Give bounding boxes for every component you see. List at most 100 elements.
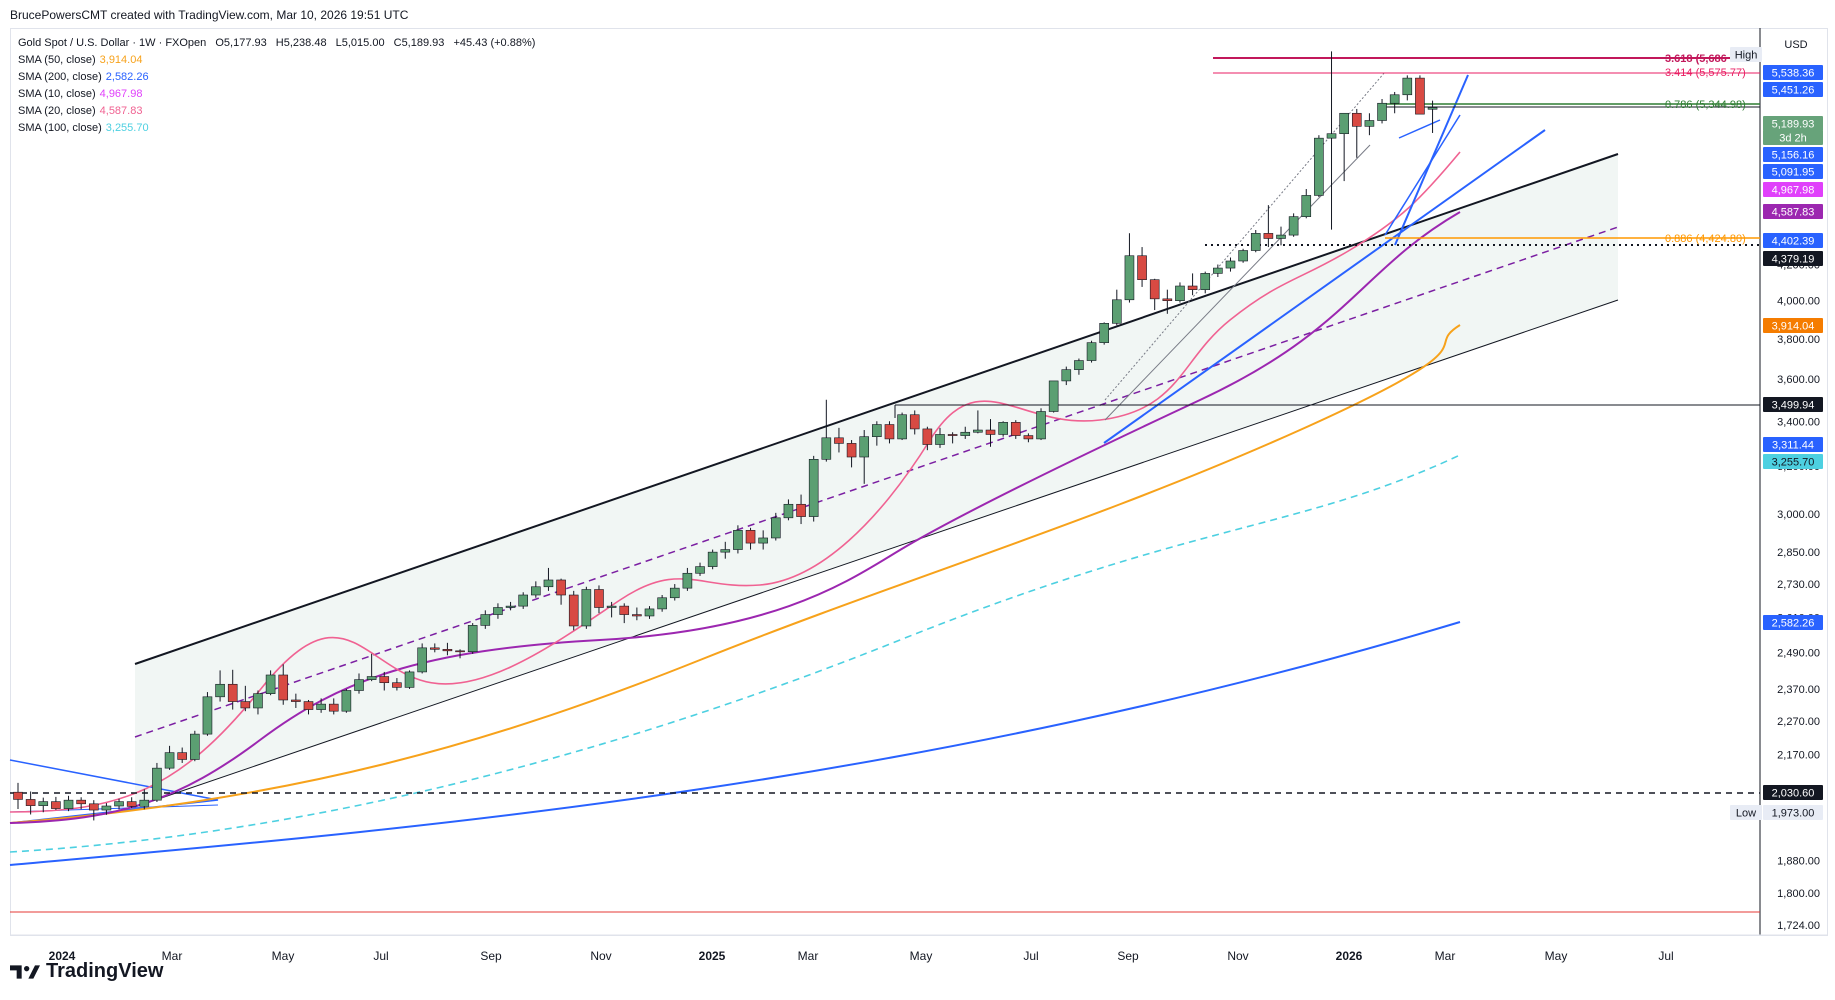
price-tag-bg (1730, 805, 1762, 820)
candle-body (922, 428, 933, 445)
x-tick-label: 2026 (1336, 949, 1363, 963)
candle-body (1010, 422, 1021, 436)
candle (1364, 113, 1375, 136)
candle (518, 592, 529, 609)
legend-sma-100: SMA (100, close) 3,255.70 (18, 120, 535, 137)
candle (619, 603, 630, 624)
y-tick-label: 1,800.00 (1777, 888, 1820, 900)
candle (821, 399, 832, 462)
candle (872, 421, 882, 446)
candle (190, 730, 200, 762)
candle-body (1276, 234, 1286, 239)
candle-body (1415, 77, 1425, 115)
candle (960, 426, 971, 439)
candle (1238, 248, 1248, 263)
x-tick-label: Sep (1117, 949, 1139, 963)
candle (1149, 278, 1160, 311)
price-tag: 4,379.19 (1763, 251, 1823, 266)
candle (379, 671, 390, 691)
candle-body (846, 443, 857, 458)
candle-body (935, 434, 945, 445)
candle-body (1061, 369, 1072, 382)
candle (1301, 189, 1312, 219)
candle-body (556, 579, 566, 596)
price-tag-text: 3d 2h (1779, 133, 1807, 145)
candle-body (240, 701, 251, 709)
price-tag: 5,538.36 (1763, 65, 1823, 80)
candle (531, 581, 541, 598)
candle (139, 789, 150, 810)
candle-body (720, 549, 731, 553)
tradingview-brand[interactable]: TradingView (10, 960, 163, 983)
candle-body (1250, 233, 1261, 251)
candle-body (973, 429, 983, 433)
candle-body (669, 587, 680, 599)
x-tick-label: May (910, 949, 933, 963)
candle-body (467, 625, 478, 653)
candle-body (1402, 77, 1413, 96)
candle (51, 796, 61, 811)
candle (1137, 247, 1147, 287)
candle-body (1238, 250, 1248, 262)
x-tick-label: May (272, 949, 295, 963)
candle (88, 800, 99, 821)
price-tag-text: 3,255.70 (1772, 457, 1815, 469)
candle-body (985, 429, 996, 435)
candle (455, 649, 465, 659)
price-tag: Low (1730, 805, 1762, 820)
price-tag-bg (1763, 82, 1823, 97)
candle (1124, 233, 1135, 303)
price-tag: 5,156.16 (1763, 147, 1823, 162)
candle-body (1314, 137, 1324, 196)
candle-body (770, 517, 781, 539)
candle-body (1351, 112, 1362, 127)
candle-body (1187, 285, 1198, 290)
chart-legend: Gold Spot / U.S. Dollar · 1W · FXOpen O5… (18, 35, 535, 137)
price-tag: 1,973.00 (1763, 805, 1823, 820)
price-tag-text: 5,189.93 (1772, 119, 1815, 131)
candle-body (872, 424, 882, 437)
trendline-blue-long (1103, 129, 1546, 444)
candle (1377, 99, 1387, 124)
candle-body (1099, 323, 1109, 343)
candle-body (796, 503, 806, 517)
candle-body (1339, 112, 1349, 135)
candle-body (1162, 298, 1173, 302)
candle (543, 567, 554, 591)
candle (366, 653, 377, 682)
candle-body (682, 572, 693, 589)
legend-sma-50: SMA (50, close) 3,914.04 (18, 52, 535, 69)
legend-sma-label: SMA (20, close) (18, 105, 96, 117)
candle-body (758, 537, 768, 544)
level-0886-label: 0.886 (4,424.80) (1665, 233, 1746, 245)
candle (745, 527, 756, 550)
tradingview-logo-icon (10, 964, 40, 979)
candle-body (38, 801, 49, 806)
price-tag-text: Low (1736, 808, 1756, 820)
candle-body (1364, 120, 1375, 127)
candle (834, 427, 844, 453)
candle-body (884, 424, 895, 440)
triangle-pattern (9, 759, 219, 824)
legend-sma-20: SMA (20, close) 4,587.83 (18, 103, 535, 120)
sma-10-line (9, 151, 1461, 813)
candle (126, 797, 137, 809)
candle (101, 803, 112, 815)
candle (303, 699, 314, 715)
price-tag: 4,587.83 (1763, 204, 1823, 219)
price-tag-bg (1763, 182, 1823, 197)
candle-body (695, 566, 705, 574)
y-tick-label: 2,490.00 (1777, 647, 1820, 659)
channel-lower-line (134, 299, 1619, 808)
x-tick-label: 2025 (699, 949, 726, 963)
candle-body (202, 696, 213, 735)
price-tag-bg (1763, 116, 1823, 131)
candle-body (568, 594, 579, 627)
x-tick-label: Jul (1658, 949, 1673, 963)
candle (1263, 205, 1274, 248)
candle (1086, 340, 1097, 363)
candle-body (1175, 285, 1185, 302)
legend-sma-value: 4,587.83 (99, 105, 143, 117)
candle-body (1074, 360, 1084, 370)
